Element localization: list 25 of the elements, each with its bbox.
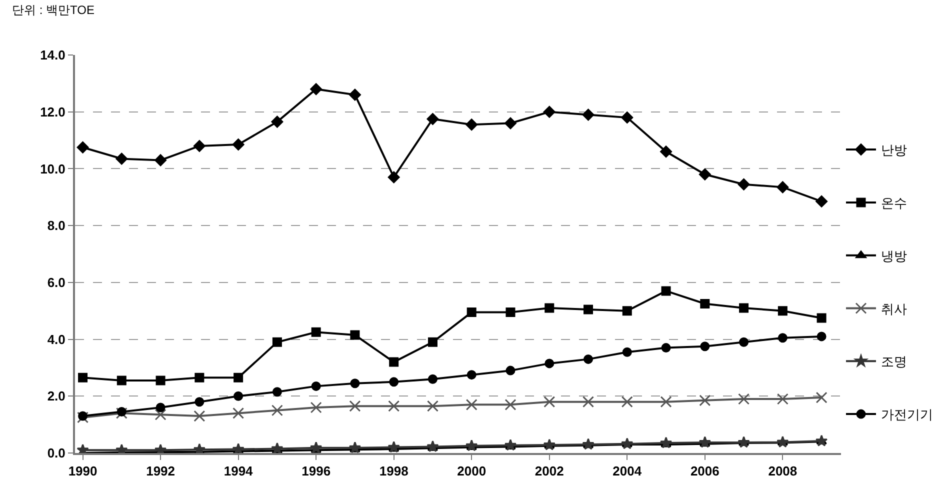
legend-label: 취사 [881, 301, 907, 316]
legend-label: 난방 [881, 142, 907, 158]
y-tick-label: 14.0 [40, 48, 66, 63]
legend-label: 온수 [881, 196, 907, 211]
y-tick-label: 4.0 [47, 332, 66, 347]
y-tick-label: 10.0 [40, 161, 66, 176]
y-tick-label: 0.0 [47, 446, 66, 461]
y-tick-label: 2.0 [47, 388, 66, 404]
x-tick-label: 2000 [457, 464, 486, 479]
x-tick-label: 1996 [302, 464, 331, 479]
x-tick-label: 1990 [68, 464, 98, 479]
x-tick-label: 2002 [534, 464, 564, 479]
legend-label: 조명 [881, 354, 907, 370]
y-axis-title: 단위 : 백만TOE [12, 3, 94, 17]
x-tick-label: 2004 [612, 464, 642, 479]
x-tick-label: 1994 [224, 464, 254, 479]
x-tick-label: 2008 [768, 464, 798, 479]
y-tick-label: 8.0 [47, 218, 66, 234]
y-tick-label: 6.0 [47, 274, 66, 290]
legend-label: 냉방 [881, 248, 907, 264]
x-tick-label: 2006 [690, 464, 720, 479]
y-tick-label: 12.0 [40, 104, 66, 120]
x-tick-label: 1992 [146, 464, 175, 479]
legend-label: 가전기기 [881, 407, 933, 422]
x-tick-label: 1998 [379, 464, 408, 479]
